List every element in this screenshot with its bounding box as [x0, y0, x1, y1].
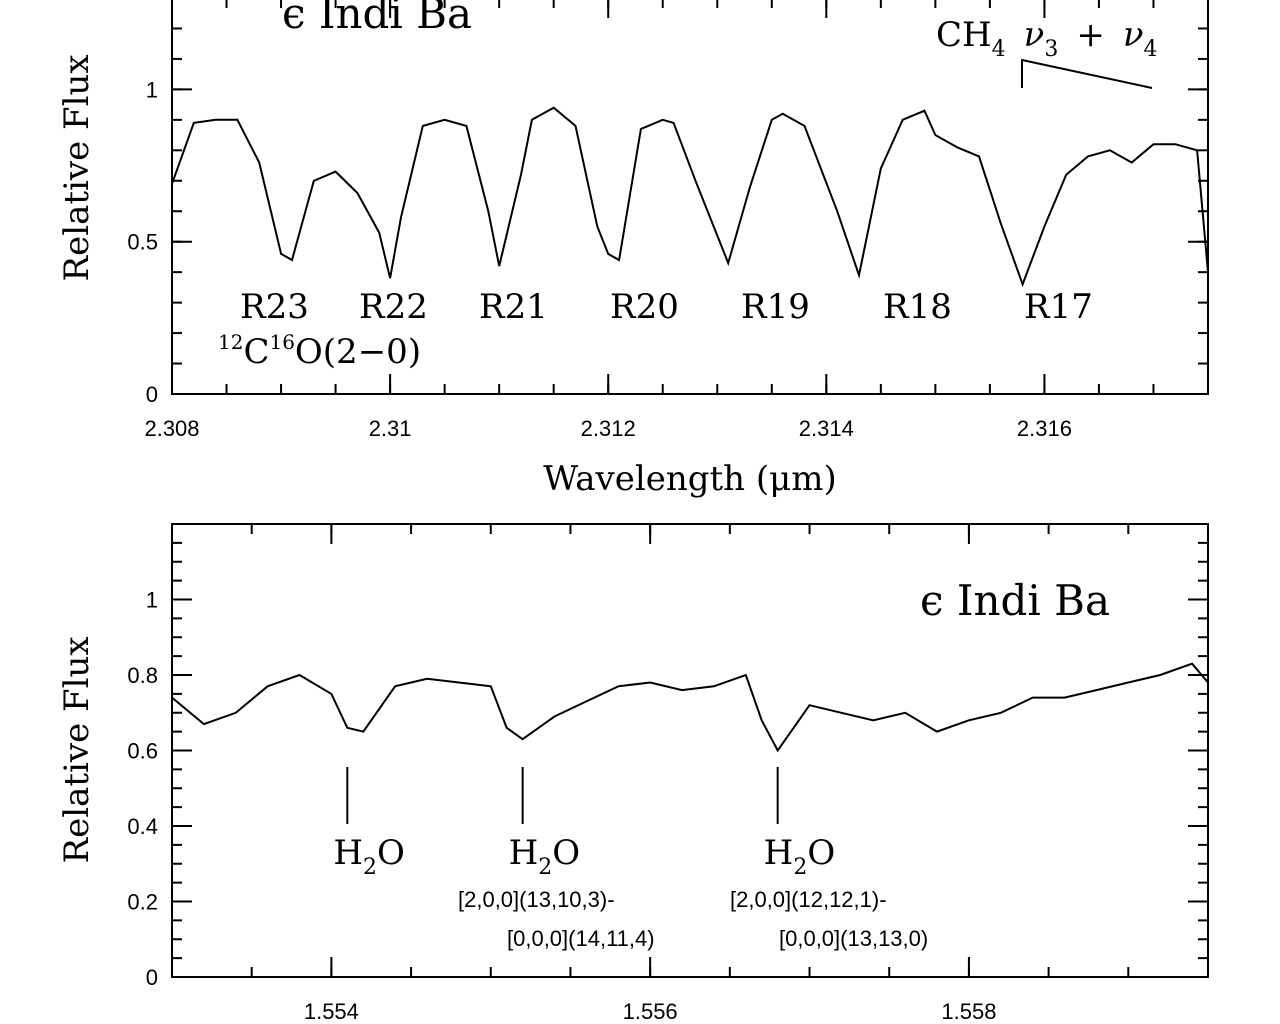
h2o-quantum-label-3b: [0,0,0](13,13,0) — [779, 926, 928, 951]
oxygen-band: O(2−0) — [295, 332, 421, 372]
bottom-object-title: ϵ Indi Ba — [920, 576, 1110, 625]
line-label-r19: R19 — [741, 287, 810, 327]
bottom-y-tick-label: 0.4 — [127, 814, 158, 839]
carbon-symbol: C — [243, 332, 269, 372]
h2o-o: O — [552, 833, 580, 873]
top-tick-labels: 2.308 2.31 2.312 2.314 2.316 0 0.5 1 — [127, 77, 1072, 441]
bottom-y-tick-label: 0 — [146, 965, 158, 990]
line-label-r22: R22 — [359, 287, 428, 327]
h2o-label-1: H2O — [333, 833, 405, 880]
top-x-tick-label: 2.308 — [144, 416, 199, 441]
bottom-y-tick-label: 0.6 — [127, 739, 158, 764]
bottom-tick-labels: 1.554 1.556 1.558 0 0.2 0.4 0.6 0.8 1 — [127, 588, 996, 1024]
isotope-16: 16 — [269, 330, 294, 354]
top-x-tick-label: 2.314 — [799, 416, 854, 441]
h2o-subscript: 2 — [793, 855, 807, 880]
h2o-quantum-label-2a: [2,0,0](13,10,3)- — [458, 887, 615, 912]
bottom-y-tick-label: 0.2 — [127, 890, 158, 915]
h2o-label-3: H2O — [764, 833, 836, 880]
bottom-x-tick-label: 1.558 — [941, 999, 996, 1024]
line-label-r23: R23 — [240, 287, 309, 327]
h2o-o: O — [377, 833, 405, 873]
isotope-12: 12 — [218, 330, 243, 354]
top-object-title: ϵ Indi Ba — [282, 0, 472, 38]
co-band-label: 12C16O(2−0) — [218, 330, 421, 372]
ch4-bracket — [1021, 58, 1153, 89]
h2o-subscript: 2 — [363, 855, 377, 880]
top-x-tick-label: 2.316 — [1017, 416, 1072, 441]
top-y-tick-label: 0 — [146, 382, 158, 407]
ch4-annotation: CH4 ν3 + ν4 — [936, 15, 1158, 89]
h2o-subscript: 2 — [538, 855, 552, 880]
top-x-axis-title: Wavelength (μm) — [543, 459, 836, 499]
bottom-y-tick-label: 0.8 — [127, 663, 158, 688]
nu4-symbol: ν — [1123, 15, 1144, 55]
bottom-y-axis-title: Relative Flux — [57, 636, 97, 863]
top-spectrum-line — [171, 106, 1209, 288]
line-label-r20: R20 — [610, 287, 679, 327]
nu3-symbol: ν — [1024, 15, 1045, 55]
bottom-spectrum-line — [171, 662, 1209, 753]
bottom-y-tick-label: 1 — [146, 588, 158, 613]
nu3-subscript: 3 — [1044, 37, 1058, 62]
nu4-subscript: 4 — [1144, 37, 1158, 62]
co-line-labels: R23 R22 R21 R20 R19 R18 R17 — [240, 287, 1093, 327]
h2o-markers: H2O H2O H2O — [333, 767, 835, 880]
line-label-r21: R21 — [479, 287, 548, 327]
bottom-x-tick-label: 1.556 — [623, 999, 678, 1024]
ch4-main: CH — [936, 15, 992, 55]
line-label-r17: R17 — [1024, 287, 1093, 327]
top-x-tick-label: 2.312 — [581, 416, 636, 441]
h2o-o: O — [807, 833, 835, 873]
h2o-label-2: H2O — [509, 833, 581, 880]
h2o-h: H — [333, 833, 363, 873]
h2o-quantum-label-3a: [2,0,0](12,12,1)- — [730, 887, 887, 912]
h2o-h: H — [764, 833, 794, 873]
ch4-subscript: 4 — [992, 37, 1006, 62]
bottom-axis-ticks — [171, 524, 1209, 978]
ch4-label: CH4 ν3 + ν4 — [936, 15, 1158, 62]
bottom-x-tick-label: 1.554 — [304, 999, 359, 1024]
top-x-tick-label: 2.31 — [369, 416, 412, 441]
h2o-quantum-label-2b: [0,0,0](14,11,4) — [507, 926, 655, 951]
line-label-r18: R18 — [883, 287, 952, 327]
top-y-tick-label: 1 — [146, 77, 158, 102]
h2o-h: H — [509, 833, 539, 873]
top-plot-frame — [171, 0, 1209, 395]
top-y-tick-label: 0.5 — [127, 230, 158, 255]
top-y-axis-title: Relative Flux — [57, 54, 97, 281]
plus-sign: + — [1076, 15, 1105, 55]
